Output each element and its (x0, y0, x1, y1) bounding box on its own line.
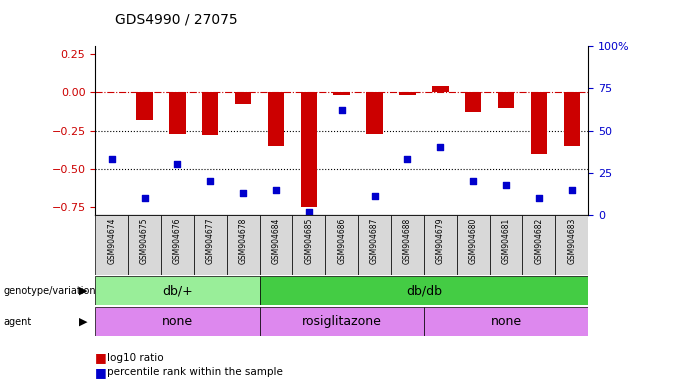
Text: GSM904682: GSM904682 (534, 217, 543, 264)
Point (533, 195, 544, 201)
Point (139, 195, 150, 201)
Bar (260, 215, 292, 275)
Text: ▶: ▶ (79, 286, 87, 296)
Text: ■: ■ (95, 366, 107, 379)
Bar (399, 92, 415, 95)
Point (238, 190, 249, 196)
Bar (260, 307, 424, 336)
Bar (292, 215, 325, 275)
Text: GSM904685: GSM904685 (305, 217, 313, 264)
Bar (490, 215, 522, 275)
Bar (95, 307, 260, 336)
Bar (268, 92, 284, 146)
Bar (564, 92, 580, 146)
Text: GSM904676: GSM904676 (173, 217, 182, 264)
Point (500, 182, 511, 188)
Text: agent: agent (3, 316, 32, 327)
Text: GDS4990 / 27075: GDS4990 / 27075 (116, 13, 238, 27)
Text: GSM904681: GSM904681 (502, 217, 511, 264)
Text: GSM904686: GSM904686 (337, 217, 346, 264)
Text: GSM904675: GSM904675 (140, 217, 149, 264)
Bar (333, 92, 350, 95)
Text: GSM904683: GSM904683 (567, 217, 576, 264)
Point (369, 194, 380, 200)
Text: none: none (162, 315, 193, 328)
Text: ▶: ▶ (79, 316, 87, 327)
Text: GSM904688: GSM904688 (403, 217, 412, 264)
Point (336, 107, 347, 113)
Bar (432, 86, 449, 92)
Text: GSM904687: GSM904687 (370, 217, 379, 264)
Bar (556, 215, 588, 275)
Bar (457, 215, 490, 275)
Bar (530, 92, 547, 154)
Text: genotype/variation: genotype/variation (3, 286, 96, 296)
Bar (95, 215, 128, 275)
Text: GSM904684: GSM904684 (271, 217, 280, 264)
Text: GSM904677: GSM904677 (206, 217, 215, 264)
Point (172, 161, 183, 167)
Text: GSM904679: GSM904679 (436, 217, 445, 264)
Point (106, 156, 117, 162)
Point (566, 187, 577, 193)
Text: GSM904680: GSM904680 (469, 217, 477, 264)
Bar (161, 215, 194, 275)
Bar (202, 92, 218, 135)
Text: rosiglitazone: rosiglitazone (302, 315, 381, 328)
Bar (194, 215, 226, 275)
Text: GSM904674: GSM904674 (107, 217, 116, 264)
Text: log10 ratio: log10 ratio (107, 353, 164, 363)
Bar (424, 307, 588, 336)
Point (435, 144, 446, 151)
Bar (128, 215, 161, 275)
Text: ■: ■ (95, 351, 107, 364)
Bar (391, 215, 424, 275)
Bar (226, 215, 260, 275)
Bar (325, 215, 358, 275)
Text: percentile rank within the sample: percentile rank within the sample (107, 367, 284, 377)
Bar (235, 92, 252, 104)
Bar (498, 92, 514, 108)
Bar (95, 276, 260, 305)
Bar (522, 215, 556, 275)
Point (271, 187, 282, 193)
Bar (260, 276, 588, 305)
Bar (301, 92, 317, 207)
Bar (367, 92, 383, 134)
Bar (136, 92, 153, 120)
Bar (465, 92, 481, 112)
Bar (358, 215, 391, 275)
Point (468, 178, 479, 184)
Point (205, 178, 216, 184)
Point (303, 209, 314, 215)
Bar (424, 215, 457, 275)
Bar (169, 92, 186, 134)
Point (402, 156, 413, 162)
Text: GSM904678: GSM904678 (239, 217, 248, 264)
Text: db/db: db/db (406, 285, 442, 297)
Text: none: none (490, 315, 522, 328)
Text: db/+: db/+ (162, 285, 192, 297)
